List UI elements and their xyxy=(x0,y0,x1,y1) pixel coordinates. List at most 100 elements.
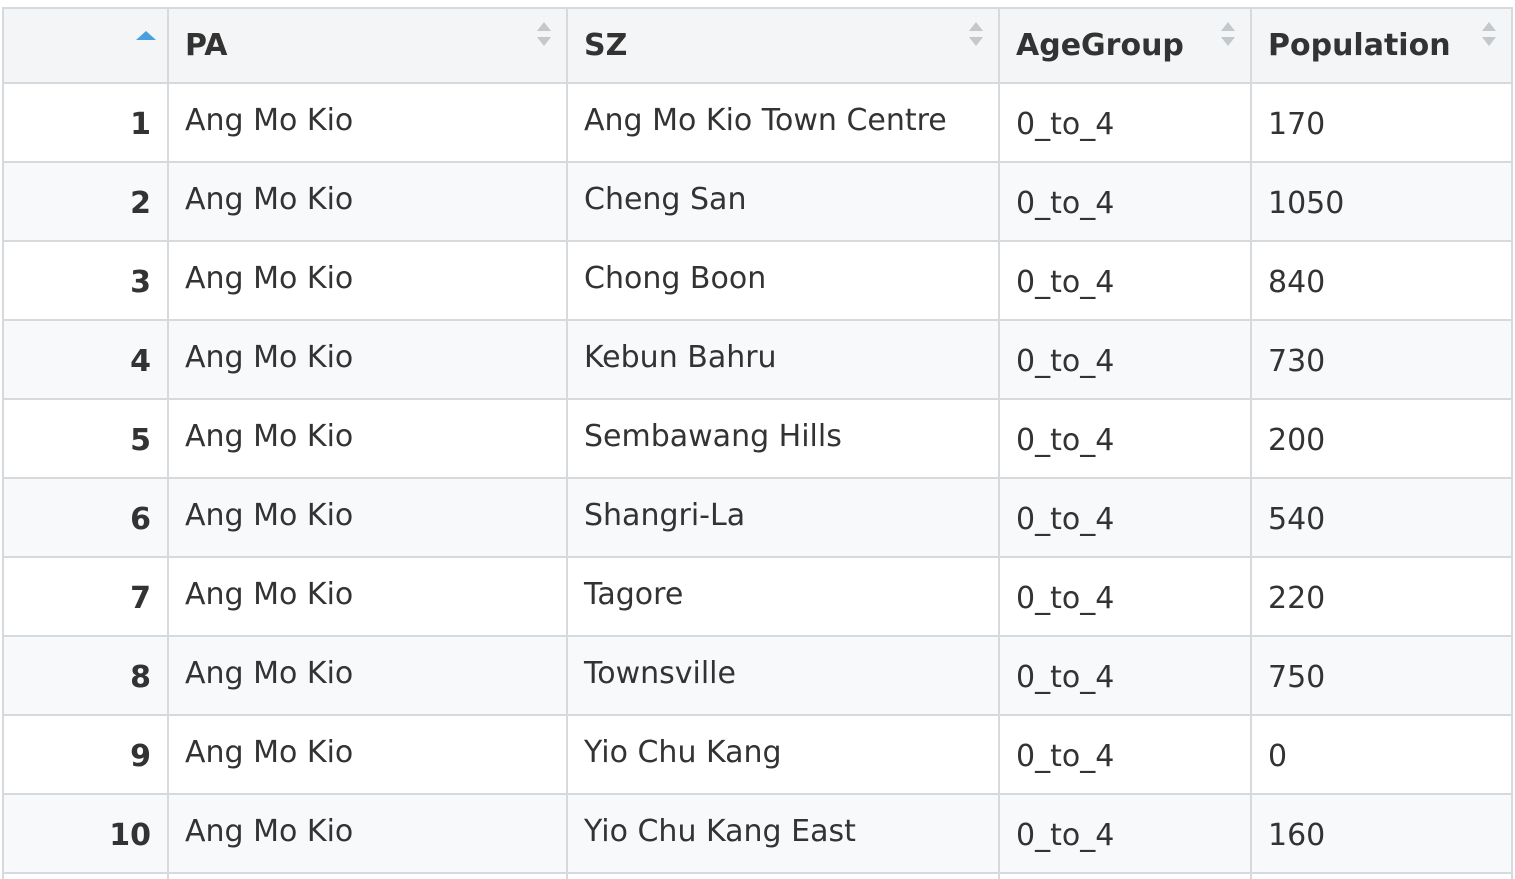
population-cell: 540 xyxy=(1250,479,1513,556)
population-cell: 750 xyxy=(1250,637,1513,714)
pa-cell: Ang Mo Kio xyxy=(167,163,566,240)
sz-value: Cheng San xyxy=(584,182,747,217)
column-header-population[interactable]: Population xyxy=(1250,9,1513,82)
row-index: 7 xyxy=(130,581,151,616)
sort-both-icon xyxy=(969,22,983,46)
row-index-cell: 7 xyxy=(2,558,167,635)
sz-value: Sembawang Hills xyxy=(584,419,842,454)
row-index: 2 xyxy=(130,186,151,221)
agegroup-value: 0_to_4 xyxy=(1016,344,1115,379)
column-header-pa[interactable]: PA xyxy=(167,9,566,82)
pa-cell: Ang Mo Kio xyxy=(167,321,566,398)
population-cell: 220 xyxy=(1250,558,1513,635)
column-header-agegroup[interactable]: AgeGroup xyxy=(998,9,1250,82)
sort-both-icon xyxy=(537,22,551,46)
row-index-cell: 2 xyxy=(2,163,167,240)
sz-cell: Ang Mo Kio Town Centre xyxy=(566,84,998,161)
column-header-label: AgeGroup xyxy=(1016,28,1184,63)
column-header-sz[interactable]: SZ xyxy=(566,9,998,82)
agegroup-value: 0_to_4 xyxy=(1016,186,1115,221)
population-value: 220 xyxy=(1268,581,1326,616)
table-row-partial xyxy=(2,874,1513,879)
row-index: 9 xyxy=(130,739,151,774)
column-divider xyxy=(167,874,169,879)
agegroup-value: 0_to_4 xyxy=(1016,818,1115,853)
population-cell: 840 xyxy=(1250,242,1513,319)
agegroup-cell: 0_to_4 xyxy=(998,242,1250,319)
row-index: 1 xyxy=(130,107,151,142)
table-row: 7 Ang Mo Kio Tagore 0_to_4 220 xyxy=(2,558,1513,637)
column-header-label: PA xyxy=(185,28,228,63)
pa-cell: Ang Mo Kio xyxy=(167,637,566,714)
agegroup-cell: 0_to_4 xyxy=(998,795,1250,872)
pa-value: Ang Mo Kio xyxy=(185,182,354,217)
population-cell: 1050 xyxy=(1250,163,1513,240)
pa-value: Ang Mo Kio xyxy=(185,814,354,849)
row-index: 8 xyxy=(130,660,151,695)
population-value: 840 xyxy=(1268,265,1326,300)
column-header-label: Population xyxy=(1268,28,1451,63)
population-cell: 170 xyxy=(1250,84,1513,161)
sort-both-icon xyxy=(1221,22,1235,46)
table-row: 8 Ang Mo Kio Townsville 0_to_4 750 xyxy=(2,637,1513,716)
pa-cell: Ang Mo Kio xyxy=(167,400,566,477)
population-value: 0 xyxy=(1268,739,1288,774)
table-row: 3 Ang Mo Kio Chong Boon 0_to_4 840 xyxy=(2,242,1513,321)
agegroup-cell: 0_to_4 xyxy=(998,637,1250,714)
population-cell: 160 xyxy=(1250,795,1513,872)
sort-ascending-icon xyxy=(136,31,156,40)
pa-value: Ang Mo Kio xyxy=(185,656,354,691)
sz-value: Yio Chu Kang xyxy=(584,735,782,770)
agegroup-cell: 0_to_4 xyxy=(998,400,1250,477)
population-value: 160 xyxy=(1268,818,1326,853)
row-index: 10 xyxy=(109,818,151,853)
row-index-cell: 4 xyxy=(2,321,167,398)
row-index-cell: 3 xyxy=(2,242,167,319)
agegroup-value: 0_to_4 xyxy=(1016,423,1115,458)
agegroup-value: 0_to_4 xyxy=(1016,660,1115,695)
row-index: 6 xyxy=(130,502,151,537)
row-index-cell: 10 xyxy=(2,795,167,872)
pa-cell: Ang Mo Kio xyxy=(167,716,566,793)
agegroup-value: 0_to_4 xyxy=(1016,581,1115,616)
population-cell: 0 xyxy=(1250,716,1513,793)
table-row: 10 Ang Mo Kio Yio Chu Kang East 0_to_4 1… xyxy=(2,795,1513,874)
row-index-cell: 5 xyxy=(2,400,167,477)
population-value: 730 xyxy=(1268,344,1326,379)
column-header-label: SZ xyxy=(584,28,628,63)
sz-cell: Shangri-La xyxy=(566,479,998,556)
pa-value: Ang Mo Kio xyxy=(185,735,354,770)
sz-cell: Sembawang Hills xyxy=(566,400,998,477)
pa-cell: Ang Mo Kio xyxy=(167,558,566,635)
table-row: 5 Ang Mo Kio Sembawang Hills 0_to_4 200 xyxy=(2,400,1513,479)
sz-value: Yio Chu Kang East xyxy=(584,814,856,849)
population-cell: 730 xyxy=(1250,321,1513,398)
sz-cell: Townsville xyxy=(566,637,998,714)
pa-cell: Ang Mo Kio xyxy=(167,795,566,872)
agegroup-cell: 0_to_4 xyxy=(998,716,1250,793)
sz-cell: Kebun Bahru xyxy=(566,321,998,398)
pa-value: Ang Mo Kio xyxy=(185,261,354,296)
row-index-cell: 8 xyxy=(2,637,167,714)
population-value: 1050 xyxy=(1268,186,1345,221)
population-value: 540 xyxy=(1268,502,1326,537)
sz-cell: Cheng San xyxy=(566,163,998,240)
pa-cell: Ang Mo Kio xyxy=(167,84,566,161)
sz-value: Tagore xyxy=(584,577,684,612)
row-index: 3 xyxy=(130,265,151,300)
table-header-row: PA SZ AgeGroup Population xyxy=(2,7,1513,84)
sz-cell: Tagore xyxy=(566,558,998,635)
pa-value: Ang Mo Kio xyxy=(185,340,354,375)
sz-cell: Yio Chu Kang East xyxy=(566,795,998,872)
population-cell: 200 xyxy=(1250,400,1513,477)
agegroup-value: 0_to_4 xyxy=(1016,265,1115,300)
agegroup-value: 0_to_4 xyxy=(1016,107,1115,142)
column-header-index[interactable] xyxy=(2,9,167,82)
table-row: 1 Ang Mo Kio Ang Mo Kio Town Centre 0_to… xyxy=(2,84,1513,163)
pa-value: Ang Mo Kio xyxy=(185,419,354,454)
table-row: 2 Ang Mo Kio Cheng San 0_to_4 1050 xyxy=(2,163,1513,242)
pa-value: Ang Mo Kio xyxy=(185,103,354,138)
table-row: 4 Ang Mo Kio Kebun Bahru 0_to_4 730 xyxy=(2,321,1513,400)
pa-cell: Ang Mo Kio xyxy=(167,479,566,556)
sz-value: Ang Mo Kio Town Centre xyxy=(584,103,947,138)
